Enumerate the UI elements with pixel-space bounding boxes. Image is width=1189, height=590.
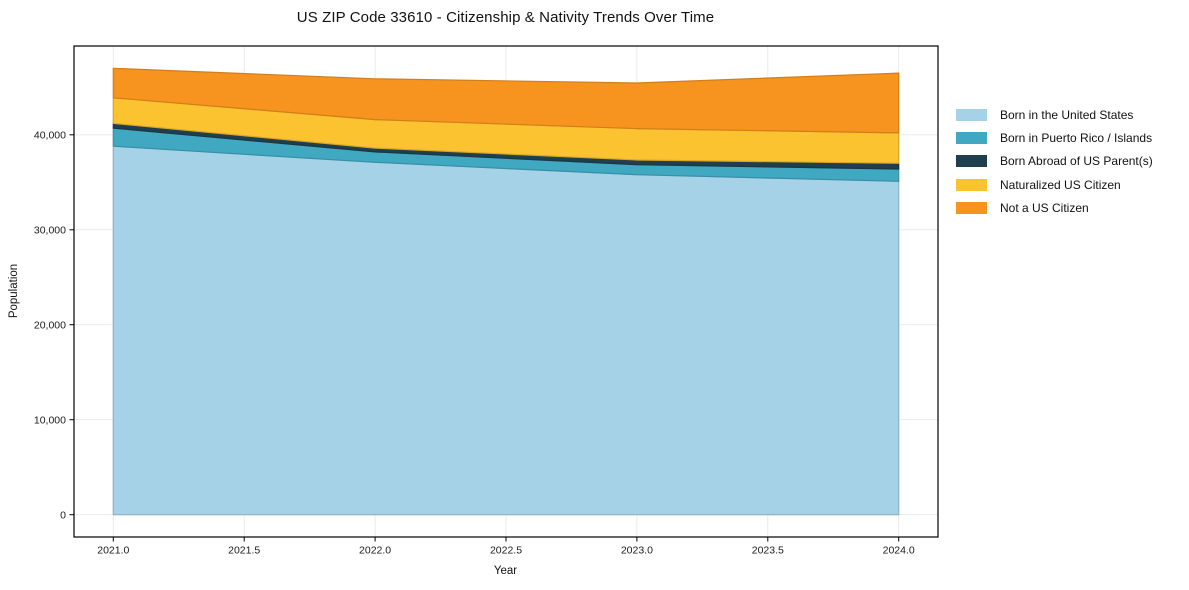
legend-swatch-born-in-us bbox=[956, 108, 987, 121]
legend-item: Born in Puerto Rico / Islands bbox=[956, 126, 1153, 149]
y-tick-label: 30,000 bbox=[34, 225, 66, 237]
y-tick-label: 0 bbox=[60, 509, 66, 521]
chart-title: US ZIP Code 33610 - Citizenship & Nativi… bbox=[296, 9, 715, 26]
legend-label: Born Abroad of US Parent(s) bbox=[1000, 154, 1153, 169]
y-tick-label: 40,000 bbox=[34, 130, 66, 142]
legend-swatch-born-abroad bbox=[956, 155, 987, 168]
y-tick-label: 10,000 bbox=[34, 414, 66, 426]
y-axis-title: Population bbox=[8, 263, 20, 319]
x-tick-label: 2023.5 bbox=[752, 545, 784, 557]
legend-swatch-not-citizen bbox=[956, 202, 987, 215]
x-tick-label: 2022.0 bbox=[359, 545, 391, 557]
legend-swatch-born-puerto-rico bbox=[956, 132, 987, 145]
legend-swatch-naturalized bbox=[956, 178, 987, 191]
area-born-in-the-united-states bbox=[112, 145, 900, 516]
legend: Born in the United States Born in Puerto… bbox=[956, 103, 1153, 220]
x-tick-label: 2024.0 bbox=[883, 545, 915, 557]
legend-label: Not a US Citizen bbox=[1000, 201, 1089, 216]
area-not-a-us-citizen bbox=[112, 67, 900, 134]
x-tick-label: 2022.5 bbox=[490, 545, 522, 557]
y-tick-label: 20,000 bbox=[34, 319, 66, 331]
legend-label: Born in Puerto Rico / Islands bbox=[1000, 131, 1153, 146]
legend-item: Naturalized US Citizen bbox=[956, 173, 1153, 196]
x-axis-title: Year bbox=[493, 565, 518, 577]
x-tick-label: 2023.0 bbox=[621, 545, 653, 557]
x-tick-label: 2021.0 bbox=[97, 545, 129, 557]
legend-label: Born in the United States bbox=[1000, 107, 1134, 122]
legend-label: Naturalized US Citizen bbox=[1000, 177, 1121, 192]
legend-item: Born Abroad of US Parent(s) bbox=[956, 150, 1153, 173]
legend-item: Born in the United States bbox=[956, 103, 1153, 126]
legend-item: Not a US Citizen bbox=[956, 197, 1153, 220]
x-tick-label: 2021.5 bbox=[228, 545, 260, 557]
